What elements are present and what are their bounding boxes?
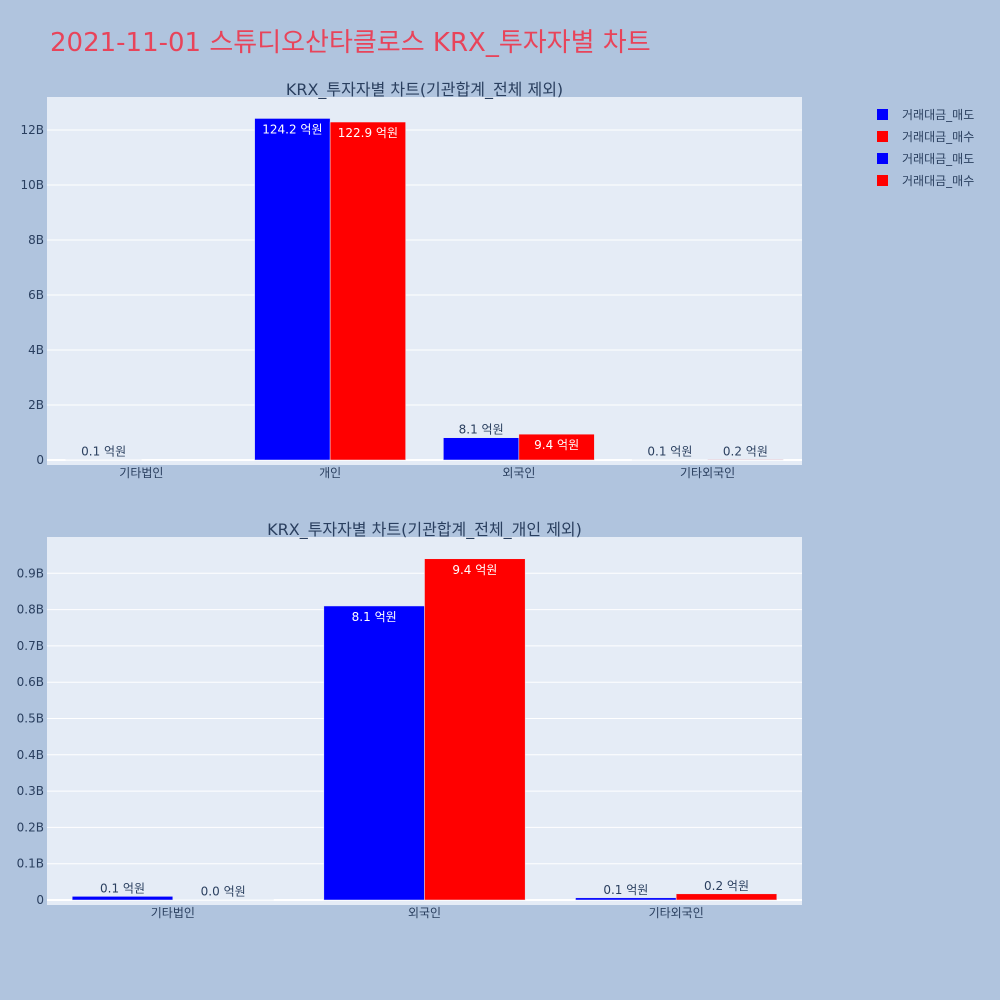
- bar[interactable]: [707, 459, 784, 461]
- data-label: 122.9 억원: [338, 126, 398, 140]
- y-tick-label: 0.8B: [17, 603, 44, 617]
- x-tick-label: 외국인: [502, 466, 535, 480]
- legend-item[interactable]: 거래대금_매도: [877, 108, 974, 122]
- bar[interactable]: [675, 893, 778, 901]
- data-label: 0.0 억원: [201, 885, 246, 899]
- y-tick-label: 0.3B: [17, 784, 44, 798]
- chart-title: KRX_투자자별 차트(기관합계_전체_개인 제외): [267, 520, 582, 540]
- data-label: 8.1 억원: [352, 610, 397, 624]
- bar[interactable]: [518, 433, 595, 461]
- legend-item[interactable]: 거래대금_매수: [877, 130, 974, 144]
- y-tick-label: 0.4B: [17, 748, 44, 762]
- y-tick-label: 12B: [20, 123, 44, 137]
- plot-area: [47, 97, 802, 465]
- legend-swatch: [877, 175, 888, 186]
- y-tick-label: 10B: [20, 178, 44, 192]
- bar[interactable]: [323, 605, 425, 901]
- x-tick-label: 기타법인: [119, 466, 163, 480]
- x-tick-label: 외국인: [408, 906, 441, 920]
- legend-swatch: [877, 109, 888, 120]
- data-label: 0.1 억원: [81, 445, 126, 459]
- legend-label: 거래대금_매수: [902, 174, 974, 188]
- legend-swatch: [877, 131, 888, 142]
- legend-label: 거래대금_매수: [902, 130, 974, 144]
- y-tick-label: 8B: [28, 233, 44, 247]
- y-tick-label: 0.6B: [17, 675, 44, 689]
- data-label: 0.1 억원: [100, 881, 145, 895]
- chart-top: 0 2B 4B 6B 8B 10B 12B 기타법인 개인 외국인 기타외국인 0.1 억원 124.2…: [20, 80, 802, 480]
- bar[interactable]: [443, 437, 520, 461]
- chart-bottom: 0 0.1B 0.2B 0.3B 0.4B 0.5B 0.6B 0.7B 0.8B 0.9B 기타법…: [17, 520, 802, 920]
- y-tick-label: 0.1B: [17, 857, 44, 871]
- data-label: 9.4 억원: [452, 563, 497, 577]
- x-tick-label: 개인: [319, 466, 341, 480]
- data-label: 0.2 억원: [723, 444, 768, 458]
- data-label: 9.4 억원: [534, 438, 579, 452]
- legend-label: 거래대금_매도: [902, 108, 974, 122]
- legend-label: 거래대금_매도: [902, 152, 974, 166]
- y-tick-label: 0: [36, 453, 44, 467]
- y-tick-label: 0.7B: [17, 639, 44, 653]
- bar[interactable]: [424, 558, 526, 901]
- y-tick-label: 0: [36, 893, 44, 907]
- data-label: 0.1 억원: [647, 445, 692, 459]
- y-tick-label: 0.5B: [17, 712, 44, 726]
- chart-title: KRX_투자자별 차트(기관합계_전체 제외): [286, 80, 563, 100]
- legend-swatch: [877, 153, 888, 164]
- y-tick-label: 4B: [28, 343, 44, 357]
- legend-item[interactable]: 거래대금_매수: [877, 174, 974, 188]
- bar[interactable]: [254, 118, 331, 461]
- y-tick-label: 0.9B: [17, 566, 44, 580]
- data-label: 8.1 억원: [459, 423, 504, 437]
- legend-item[interactable]: 거래대금_매도: [877, 152, 974, 166]
- bar[interactable]: [329, 121, 406, 461]
- page-title: 2021-11-01 스튜디오산타클로스 KRX_투자자별 차트: [50, 28, 651, 58]
- x-tick-label: 기타법인: [151, 906, 195, 920]
- y-tick-label: 0.2B: [17, 820, 44, 834]
- y-tick-label: 2B: [28, 398, 44, 412]
- data-label: 0.2 억원: [704, 879, 749, 893]
- x-tick-label: 기타외국인: [649, 906, 704, 920]
- data-label: 124.2 억원: [262, 122, 322, 136]
- y-tick-label: 6B: [28, 288, 44, 302]
- bar[interactable]: [575, 897, 677, 901]
- data-label: 0.1 억원: [603, 883, 648, 897]
- x-tick-label: 기타외국인: [680, 466, 735, 480]
- bar[interactable]: [71, 896, 174, 901]
